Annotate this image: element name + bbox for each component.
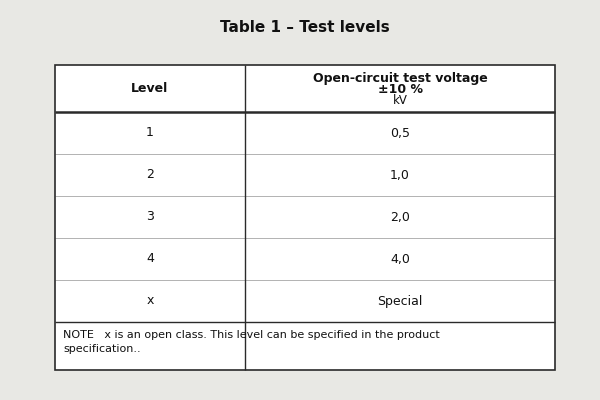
Text: 0,5: 0,5 bbox=[390, 126, 410, 140]
Text: Level: Level bbox=[131, 82, 169, 95]
Text: Special: Special bbox=[377, 294, 422, 308]
Text: 2: 2 bbox=[146, 168, 154, 182]
Text: x: x bbox=[146, 294, 154, 308]
Text: Open-circuit test voltage: Open-circuit test voltage bbox=[313, 72, 487, 85]
Text: kV: kV bbox=[392, 94, 407, 106]
Text: ±10 %: ±10 % bbox=[377, 82, 422, 96]
Text: 1: 1 bbox=[146, 126, 154, 140]
Text: Table 1 – Test levels: Table 1 – Test levels bbox=[220, 20, 390, 36]
Text: NOTE   x is an open class. This level can be specified in the product
specificat: NOTE x is an open class. This level can … bbox=[63, 330, 440, 354]
Text: 4,0: 4,0 bbox=[390, 252, 410, 266]
Bar bbox=[55, 65, 555, 370]
Text: 2,0: 2,0 bbox=[390, 210, 410, 224]
Text: 1,0: 1,0 bbox=[390, 168, 410, 182]
Text: 3: 3 bbox=[146, 210, 154, 224]
Text: 4: 4 bbox=[146, 252, 154, 266]
